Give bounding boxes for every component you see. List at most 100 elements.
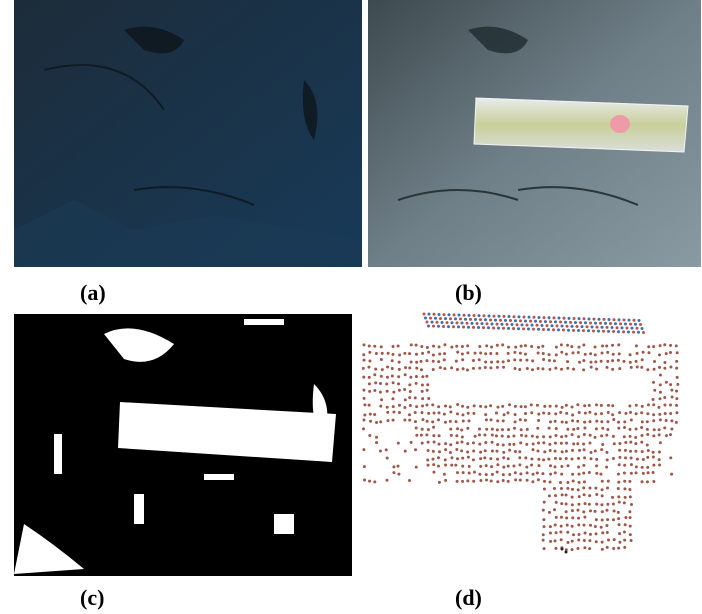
point — [461, 405, 464, 408]
point — [594, 436, 597, 439]
point — [541, 324, 544, 327]
point — [582, 510, 585, 513]
point — [450, 456, 453, 459]
point — [636, 352, 639, 355]
point — [583, 317, 586, 320]
point — [566, 481, 569, 484]
point — [427, 428, 430, 431]
point — [428, 313, 431, 316]
point — [436, 321, 439, 324]
point — [536, 404, 539, 407]
point — [634, 323, 637, 326]
point — [462, 367, 465, 370]
point — [647, 345, 650, 348]
point — [653, 368, 656, 371]
point — [577, 329, 580, 332]
point — [362, 427, 365, 430]
point — [576, 547, 579, 550]
point — [438, 434, 441, 437]
point-cloud — [362, 306, 692, 566]
point — [433, 441, 436, 444]
point — [537, 419, 540, 422]
point — [503, 315, 506, 318]
point — [391, 397, 394, 400]
point — [513, 358, 516, 361]
point — [424, 317, 427, 320]
point — [652, 451, 655, 454]
point — [630, 366, 633, 369]
point — [404, 450, 407, 453]
point — [518, 450, 521, 453]
point — [611, 344, 614, 347]
point — [530, 345, 533, 348]
point — [495, 434, 498, 437]
point — [432, 360, 435, 363]
point — [461, 413, 464, 416]
point — [560, 368, 563, 371]
point — [454, 464, 457, 467]
point — [628, 405, 631, 408]
point — [554, 539, 557, 542]
point — [484, 441, 487, 444]
point — [473, 314, 476, 317]
point — [549, 532, 552, 535]
point — [504, 319, 507, 322]
point — [421, 418, 424, 421]
point — [641, 420, 644, 423]
point — [571, 525, 574, 528]
point — [523, 316, 526, 319]
point — [676, 383, 679, 386]
point — [498, 315, 501, 318]
point — [582, 486, 585, 489]
point — [478, 428, 481, 431]
point — [474, 352, 477, 355]
point — [577, 435, 580, 438]
point — [675, 421, 678, 424]
point — [590, 457, 593, 460]
point — [630, 503, 633, 506]
point — [578, 473, 581, 476]
point — [502, 360, 505, 363]
point — [573, 317, 576, 320]
point — [670, 419, 673, 422]
point — [415, 466, 418, 469]
point — [572, 442, 575, 445]
point — [578, 317, 581, 320]
point — [431, 458, 434, 461]
point — [626, 327, 629, 330]
point — [379, 450, 382, 453]
point — [590, 366, 593, 369]
point — [612, 518, 615, 521]
point — [669, 456, 672, 459]
point — [455, 448, 458, 451]
point — [584, 502, 587, 505]
point — [461, 435, 464, 438]
point — [618, 449, 621, 452]
point — [536, 435, 539, 438]
point — [519, 472, 522, 475]
point — [617, 511, 620, 514]
point — [491, 441, 494, 444]
point — [415, 427, 418, 430]
point — [404, 373, 407, 376]
point — [496, 406, 499, 409]
point — [457, 325, 460, 328]
point — [491, 473, 494, 476]
point — [554, 434, 557, 437]
point — [577, 488, 580, 491]
point — [566, 487, 569, 490]
point — [623, 539, 626, 542]
point — [519, 352, 522, 355]
point — [618, 367, 621, 370]
point — [659, 383, 662, 386]
point — [577, 533, 580, 536]
point — [462, 326, 465, 329]
point — [449, 428, 452, 431]
point — [456, 457, 459, 460]
point — [629, 353, 632, 356]
point — [444, 317, 447, 320]
point — [663, 396, 666, 399]
point — [444, 442, 447, 445]
point — [427, 412, 430, 415]
point — [414, 396, 417, 399]
